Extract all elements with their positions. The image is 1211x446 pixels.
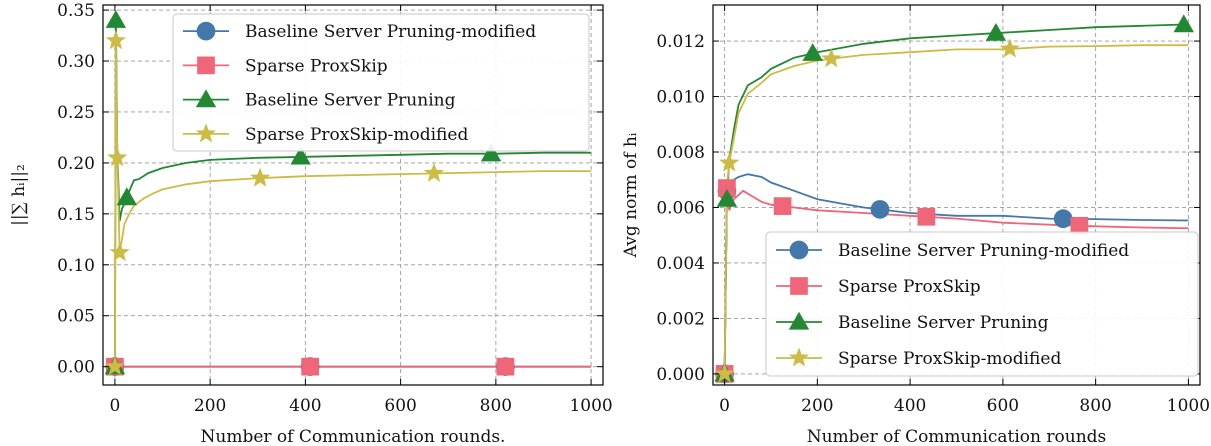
legend-box xyxy=(765,231,1199,377)
series-1-marker xyxy=(1053,209,1073,229)
x-tick-label: 400 xyxy=(894,396,926,416)
legend-marker xyxy=(196,123,216,143)
chart-panel-1: 0 200 400 600 800 1000 0.00 0.05 0.10 0.15 0.20 0.2… xyxy=(9,1,613,446)
axes-frame xyxy=(712,4,1201,386)
legend-marker xyxy=(790,277,808,295)
y-axis-label: Avg norm of hᵢ xyxy=(621,132,641,258)
x-tick-label: 1000 xyxy=(569,396,612,416)
series-1-marker xyxy=(870,200,890,219)
legend-label: Baseline Server Pruning xyxy=(838,313,1049,333)
x-tick-label: 400 xyxy=(289,396,321,416)
plot-area xyxy=(104,10,592,377)
y-tick-label: 0.05 xyxy=(57,307,95,327)
x-axis-label: Number of Communication rounds. xyxy=(201,427,506,446)
y-tick-label: 0.008 xyxy=(656,143,705,163)
series-3-marker xyxy=(480,143,502,162)
series-3-marker xyxy=(116,187,138,206)
legend-marker xyxy=(195,89,217,108)
legend-label: Sparse ProxSkip-modified xyxy=(838,349,1061,369)
axes-frame xyxy=(102,4,604,386)
legend-label: Baseline Server Pruning-modified xyxy=(245,22,536,42)
series-4-marker xyxy=(250,167,271,187)
series-4-marker xyxy=(105,30,126,50)
legend: Baseline Server Pruning-modified Sparse P… xyxy=(765,231,1199,377)
y-tick-label: 0.25 xyxy=(57,103,95,123)
series-4-marker xyxy=(423,162,444,182)
legend-label: Sparse ProxSkip-modified xyxy=(245,125,468,145)
x-tick-label: 200 xyxy=(801,396,833,416)
y-tick-label: 0.002 xyxy=(656,309,705,329)
series-2-marker xyxy=(496,357,515,376)
y-tick-label: 0.006 xyxy=(656,198,705,218)
series-3-marker xyxy=(985,22,1007,41)
series-4-marker xyxy=(104,356,125,376)
y-tick-label: 0.15 xyxy=(57,205,95,225)
legend-marker xyxy=(788,311,810,330)
legend-marker xyxy=(196,21,216,41)
y-tick-label: 0.012 xyxy=(656,32,705,52)
x-tick-label: 800 xyxy=(1079,396,1111,416)
series-4-marker xyxy=(999,38,1020,58)
x-tick-label: 0 xyxy=(109,396,120,416)
series-3-marker xyxy=(105,10,127,28)
y-tick-label: 0.10 xyxy=(57,256,95,276)
x-tick-label: 0 xyxy=(719,396,730,416)
legend-label: Sparse ProxSkip xyxy=(245,56,388,76)
legend-label: Sparse ProxSkip xyxy=(838,277,981,297)
series-4-marker xyxy=(719,152,740,172)
x-tick-label: 200 xyxy=(194,396,226,416)
series-2-marker xyxy=(301,357,319,376)
y-axis-label: ||∑ hᵢ||₂ xyxy=(9,164,29,226)
y-tick-label: 0.35 xyxy=(57,1,95,21)
series-2-marker xyxy=(718,179,736,197)
y-tick-label: 0.000 xyxy=(656,365,705,385)
y-tick-label: 0.010 xyxy=(656,88,705,108)
series-3-marker xyxy=(1173,14,1194,33)
series-line-4 xyxy=(723,44,1189,374)
series-4-marker xyxy=(107,147,128,167)
plot-area xyxy=(714,14,1194,384)
legend: Baseline Server Pruning-modified Sparse P… xyxy=(172,13,590,152)
series-2-marker xyxy=(917,207,936,226)
chart-panel-2: 0 200 400 600 800 1000 0.000 0.002 0.004 0.006 0.0… xyxy=(621,4,1210,446)
y-tick-label: 0.20 xyxy=(57,154,95,174)
y-tick-label: 0.00 xyxy=(57,358,95,378)
legend-box xyxy=(172,13,590,152)
legend-label: Baseline Server Pruning xyxy=(245,91,456,111)
series-4-marker xyxy=(821,48,842,68)
legend-marker xyxy=(789,347,809,367)
y-tick-label: 0.004 xyxy=(656,254,705,274)
x-tick-label: 600 xyxy=(987,396,1019,416)
y-tick-label: 0.30 xyxy=(57,52,95,72)
x-tick-label: 800 xyxy=(480,396,512,416)
series-4-marker xyxy=(714,363,735,383)
x-axis-label: Number of Communication rounds xyxy=(807,427,1107,446)
series-line-3 xyxy=(114,20,592,367)
series-3-marker xyxy=(290,146,311,165)
legend-marker xyxy=(789,240,809,260)
legend-label: Baseline Server Pruning-modified xyxy=(838,241,1129,261)
series-3-marker xyxy=(802,43,823,61)
x-tick-label: 1000 xyxy=(1167,396,1210,416)
series-line-3 xyxy=(723,23,1189,374)
series-2-marker xyxy=(1070,216,1089,235)
series-3-marker xyxy=(716,188,738,207)
legend-marker xyxy=(197,56,215,75)
series-2-marker xyxy=(773,197,792,215)
series-4-marker xyxy=(109,242,130,262)
x-tick-label: 600 xyxy=(384,396,416,416)
